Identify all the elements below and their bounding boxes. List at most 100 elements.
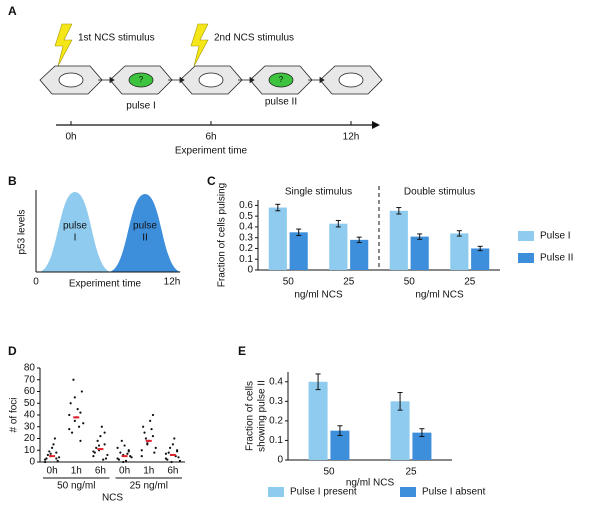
data-point	[119, 451, 122, 454]
data-point	[177, 456, 180, 459]
data-point	[178, 459, 182, 462]
data-point	[69, 402, 72, 405]
data-point	[76, 408, 79, 411]
pulse-label: pulse II	[265, 97, 297, 108]
nucleus	[338, 72, 364, 88]
data-point	[169, 446, 172, 449]
data-point	[164, 452, 168, 455]
data-point	[73, 419, 76, 422]
y-tick-label: 70	[24, 374, 36, 385]
lightning-icon	[190, 23, 209, 67]
bar	[289, 232, 308, 270]
panel-label: C	[207, 174, 216, 188]
data-point	[146, 442, 149, 445]
y-tick-label: 0.4	[239, 222, 253, 233]
data-point	[151, 435, 155, 438]
data-point	[142, 425, 145, 428]
y-axis-label: showing pulse II	[257, 380, 268, 452]
data-point	[45, 457, 48, 460]
legend-swatch	[400, 487, 416, 497]
y-tick-label: 60	[24, 386, 36, 397]
data-point	[55, 451, 58, 454]
data-point	[104, 457, 108, 460]
panel-a: 1st NCS stimulus 2nd NCS stimulus ? ? pu…	[39, 23, 383, 157]
data-point	[103, 443, 106, 446]
cell-marker: ?	[139, 75, 144, 84]
y-tick-label: 50	[24, 398, 36, 409]
data-point	[100, 425, 103, 428]
bar	[412, 432, 432, 460]
y-tick-label: 80	[24, 363, 36, 374]
group-label: Single stimulus	[285, 187, 352, 198]
data-point	[144, 437, 148, 440]
data-point	[140, 455, 143, 458]
y-tick-label: 0.3	[269, 396, 283, 407]
y-tick-label: 0.6	[239, 200, 253, 211]
data-point	[96, 439, 99, 442]
y-tick-label: 30	[24, 421, 36, 432]
time-label: 6h	[205, 132, 216, 143]
x-tick-label: 1h	[143, 466, 154, 477]
x-tick-label: 50	[323, 467, 335, 478]
x-tick-label: 0	[33, 277, 39, 288]
data-point	[122, 460, 125, 464]
data-point	[170, 460, 173, 464]
pulse-label: I	[74, 233, 77, 244]
x-axis-label: ng/ml NCS	[294, 290, 343, 301]
x-tick-label: 6h	[95, 466, 106, 477]
legend-label: Pulse I absent	[422, 487, 486, 498]
data-point	[102, 458, 105, 461]
data-point	[149, 419, 152, 422]
data-point	[95, 446, 98, 449]
data-point	[79, 439, 82, 442]
x-tick-label: 25	[343, 277, 355, 288]
data-point	[97, 444, 101, 447]
data-point	[116, 446, 119, 449]
y-tick-label: 0.2	[269, 416, 283, 427]
y-tick-label: 0.1	[239, 254, 253, 265]
panel-b: p53 levels pulse I pulse II 0 12h Experi…	[17, 190, 182, 290]
time-label: 12h	[343, 132, 360, 143]
data-point	[70, 431, 74, 434]
y-axis-label: # of foci	[9, 397, 20, 432]
data-point	[46, 453, 49, 457]
pulse-label: pulse	[133, 221, 157, 232]
bar	[329, 223, 348, 270]
pulse-shape	[108, 194, 182, 272]
x-tick-label: 50	[283, 277, 295, 288]
data-point	[127, 450, 130, 453]
data-point	[167, 451, 170, 454]
data-point	[55, 457, 58, 460]
cell-marker: ?	[279, 75, 284, 84]
data-point	[72, 378, 75, 381]
data-point	[82, 422, 85, 425]
bar	[390, 401, 410, 460]
data-point	[49, 452, 52, 455]
legend-label: Pulse I present	[290, 487, 357, 498]
bar	[471, 248, 490, 270]
data-point	[126, 452, 129, 455]
data-point	[154, 446, 157, 449]
arrow-head	[179, 76, 185, 84]
y-tick-label: 0.4	[269, 376, 283, 387]
data-point	[153, 451, 156, 454]
y-tick-label: 0	[247, 265, 253, 276]
nucleus	[128, 72, 154, 88]
pulse-shape	[38, 192, 112, 272]
bar	[308, 381, 328, 460]
data-point	[123, 444, 126, 447]
timeline-head	[372, 121, 380, 129]
data-point	[68, 413, 71, 417]
x-tick-label: 6h	[167, 466, 178, 477]
data-point	[79, 411, 82, 414]
data-point	[92, 450, 95, 453]
data-point	[80, 390, 83, 393]
data-point	[73, 396, 76, 399]
y-axis-label: Fraction of cells	[245, 381, 256, 451]
data-point	[117, 458, 121, 461]
x-tick-label: 50	[404, 277, 416, 288]
x-tick-label: 25	[464, 277, 476, 288]
y-tick-label: 40	[24, 410, 36, 421]
